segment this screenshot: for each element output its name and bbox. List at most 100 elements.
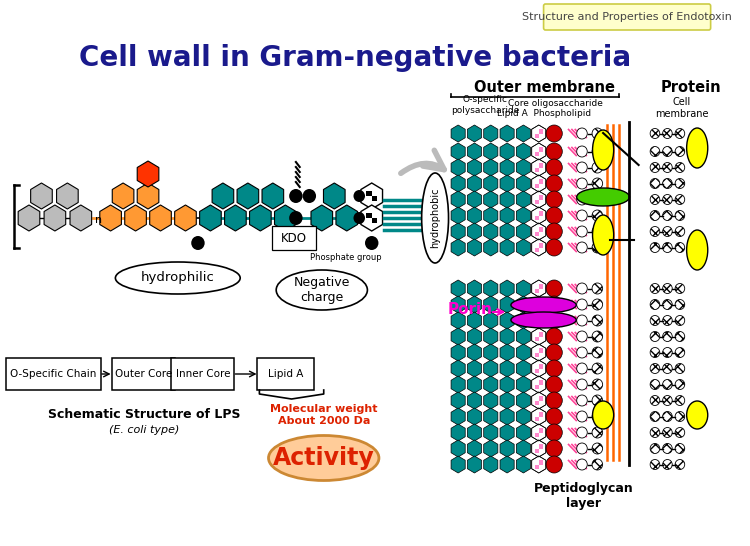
Polygon shape (500, 191, 514, 208)
Circle shape (546, 312, 562, 329)
Circle shape (650, 146, 660, 157)
Circle shape (353, 212, 365, 224)
Polygon shape (484, 424, 498, 441)
Polygon shape (516, 376, 530, 393)
Bar (538, 151, 543, 156)
Polygon shape (150, 205, 171, 231)
Bar (535, 305, 538, 308)
Polygon shape (516, 328, 530, 345)
Circle shape (650, 364, 660, 373)
Bar (367, 191, 372, 196)
Circle shape (577, 194, 587, 205)
Circle shape (577, 331, 587, 342)
Circle shape (577, 283, 587, 294)
Circle shape (663, 211, 672, 221)
Bar (535, 151, 538, 156)
Polygon shape (484, 360, 498, 377)
Bar (538, 396, 543, 401)
Text: Porin: Porin (448, 302, 493, 318)
Bar (535, 147, 538, 151)
Polygon shape (451, 456, 465, 473)
Bar (535, 183, 538, 188)
Polygon shape (224, 205, 246, 231)
Polygon shape (516, 456, 530, 473)
Bar (535, 369, 538, 372)
Bar (535, 444, 538, 448)
Text: Cell
membrane: Cell membrane (655, 97, 709, 119)
Polygon shape (467, 328, 482, 345)
Bar (538, 168, 543, 171)
FancyBboxPatch shape (257, 358, 314, 390)
Text: Schematic Structure of LPS: Schematic Structure of LPS (48, 408, 241, 422)
Polygon shape (532, 296, 546, 313)
Polygon shape (484, 143, 498, 160)
Bar (538, 364, 543, 369)
Polygon shape (500, 456, 514, 473)
FancyBboxPatch shape (6, 358, 101, 390)
Bar (535, 460, 538, 465)
Polygon shape (484, 125, 498, 142)
Bar (538, 147, 543, 151)
Polygon shape (467, 159, 482, 176)
Circle shape (592, 347, 603, 358)
Polygon shape (500, 143, 514, 160)
Circle shape (592, 379, 603, 390)
Circle shape (592, 162, 603, 173)
Bar (535, 429, 538, 432)
Polygon shape (516, 223, 530, 240)
Bar (372, 218, 377, 223)
Circle shape (592, 315, 603, 326)
Bar (538, 183, 543, 188)
Circle shape (592, 443, 603, 454)
Bar (538, 412, 543, 417)
Bar (538, 195, 543, 199)
Polygon shape (451, 223, 465, 240)
Circle shape (546, 175, 562, 192)
Circle shape (546, 376, 562, 393)
Ellipse shape (592, 130, 613, 170)
Bar (538, 429, 543, 432)
Text: Structure and Properties of Endotoxin: Structure and Properties of Endotoxin (522, 12, 732, 22)
Polygon shape (484, 207, 498, 224)
Text: O-Specific Chain: O-Specific Chain (10, 369, 97, 379)
Bar (538, 247, 543, 252)
Circle shape (675, 428, 685, 437)
Polygon shape (451, 143, 465, 160)
Circle shape (650, 347, 660, 358)
Bar (538, 336, 543, 341)
Text: KDO: KDO (281, 232, 307, 245)
Text: Lipid A  Phospholipid: Lipid A Phospholipid (496, 109, 591, 117)
Polygon shape (500, 159, 514, 176)
Bar (538, 134, 543, 138)
Ellipse shape (511, 297, 576, 313)
Polygon shape (467, 175, 482, 192)
Polygon shape (451, 376, 465, 393)
Bar (535, 195, 538, 199)
Circle shape (663, 300, 672, 310)
Text: Activity: Activity (273, 446, 374, 470)
Polygon shape (137, 161, 159, 187)
Polygon shape (467, 392, 482, 409)
Polygon shape (467, 207, 482, 224)
Polygon shape (516, 175, 530, 192)
Bar (538, 129, 543, 134)
Bar (535, 129, 538, 134)
Text: Cell wall in Gram-negative bacteria: Cell wall in Gram-negative bacteria (80, 44, 632, 72)
Bar (538, 353, 543, 357)
Circle shape (191, 236, 205, 250)
Bar (538, 163, 543, 168)
Bar (538, 211, 543, 216)
Polygon shape (484, 408, 498, 425)
Polygon shape (484, 440, 498, 457)
Circle shape (663, 128, 672, 139)
Bar (535, 134, 538, 138)
Polygon shape (467, 408, 482, 425)
Circle shape (577, 379, 587, 390)
Bar (535, 180, 538, 183)
Ellipse shape (116, 262, 240, 294)
FancyArrowPatch shape (400, 150, 444, 173)
Polygon shape (516, 143, 530, 160)
Polygon shape (500, 223, 514, 240)
FancyBboxPatch shape (171, 358, 235, 390)
Bar (538, 284, 543, 288)
